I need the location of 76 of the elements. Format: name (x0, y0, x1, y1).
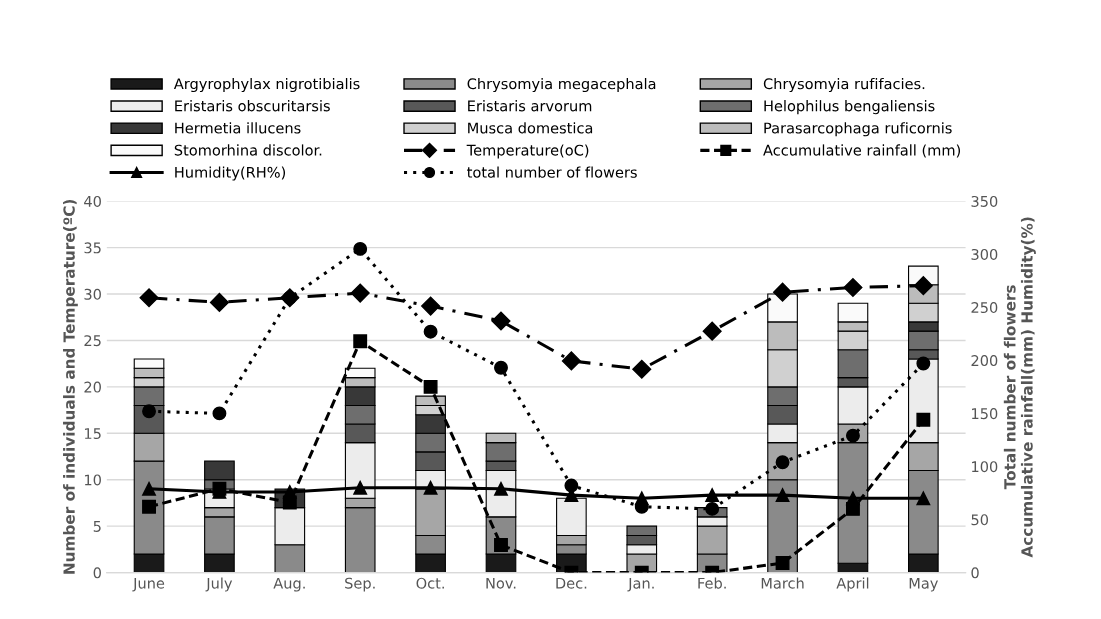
legend-label: Eristaris arvorum (468, 100, 592, 112)
y2-tick-label: 100 (972, 461, 998, 473)
legend-label: Parasarcophaga ruficornis (764, 122, 952, 137)
point (423, 379, 438, 394)
legend-label: Accumulative rainfall (mm) (763, 144, 961, 158)
legend-label: Chrysomyia rufifacies. (763, 77, 925, 93)
x-tick-label: Nov. (486, 577, 516, 589)
point (702, 321, 722, 341)
y-tick-label: 20 (84, 381, 101, 393)
point (353, 241, 368, 256)
y-tick-label: 15 (84, 428, 101, 440)
y-tick-label: 35 (84, 242, 101, 254)
point (494, 538, 508, 552)
y-tick-label: 30 (84, 288, 101, 300)
y2-tick-label: 250 (971, 302, 998, 314)
y2-axis-title: Total number of flowers Accumulative rainfall(mm) Humidity(%) (1003, 217, 1036, 558)
legend-label: Argyrophylax nigrotibialis (173, 77, 360, 93)
legend-label: Humidity(RH%) (175, 166, 286, 181)
legend-label: Chrysomyia megacephala (467, 77, 656, 93)
x-tick-label: April (836, 577, 869, 592)
x-tick-label: May (909, 577, 938, 592)
y-tick-label: 0 (93, 567, 101, 579)
point (705, 501, 720, 516)
point (494, 360, 508, 375)
y2-tick-label: 300 (971, 248, 998, 260)
x-tick-label: July (205, 577, 233, 592)
point (353, 334, 368, 349)
point (775, 488, 790, 503)
y2-tick-label: 0 (971, 567, 979, 579)
y2-tick-label: 150 (972, 408, 998, 420)
point (139, 288, 159, 308)
legend-label: Temperature(oC) (466, 144, 589, 159)
point (916, 356, 931, 371)
x-tick-label: June (132, 577, 165, 592)
legend-label: Eristaris obscuritarsis (175, 100, 330, 112)
point (491, 311, 511, 331)
point (775, 556, 790, 570)
point (843, 277, 863, 298)
point (142, 499, 156, 514)
point (353, 480, 368, 495)
point (632, 359, 652, 379)
point (209, 292, 229, 312)
point (564, 478, 579, 493)
legend-label: Stomorhina discolor. (174, 144, 322, 156)
point (421, 296, 441, 316)
point (705, 488, 720, 503)
y-axis-title: Number of individuals and Temperature(ºC) (63, 199, 78, 574)
point (212, 406, 227, 421)
legend-label: total number of flowers (467, 166, 637, 178)
y-tick-label: 5 (93, 521, 101, 532)
y-tick-label: 40 (84, 195, 101, 207)
x-tick-label: Jan. (627, 577, 654, 592)
y2-tick-label: 200 (971, 355, 998, 367)
point (350, 283, 370, 303)
x-tick-label: Sep. (345, 577, 375, 592)
x-tick-label: Dec. (556, 577, 587, 589)
point (773, 282, 793, 302)
x-tick-label: March (761, 577, 804, 589)
x-tick-label: Oct. (416, 577, 444, 589)
point (913, 276, 933, 296)
y2-tick-label: 50 (971, 514, 989, 526)
legend-label: Helophilus bengaliensis (764, 100, 935, 115)
y-tick-label: 25 (84, 335, 101, 347)
point (561, 351, 581, 371)
legend-label: Hermetia illucens (175, 122, 301, 134)
point (423, 324, 438, 339)
legend-label: Musca domestica (468, 122, 593, 134)
y2-tick-label: 350 (971, 195, 998, 207)
point (916, 491, 931, 506)
x-tick-label: Feb. (698, 577, 726, 589)
point (846, 491, 860, 506)
point (142, 481, 156, 496)
point (916, 412, 931, 427)
y-tick-label: 10 (84, 474, 101, 486)
point (142, 404, 156, 419)
x-tick-label: Aug. (273, 577, 305, 592)
